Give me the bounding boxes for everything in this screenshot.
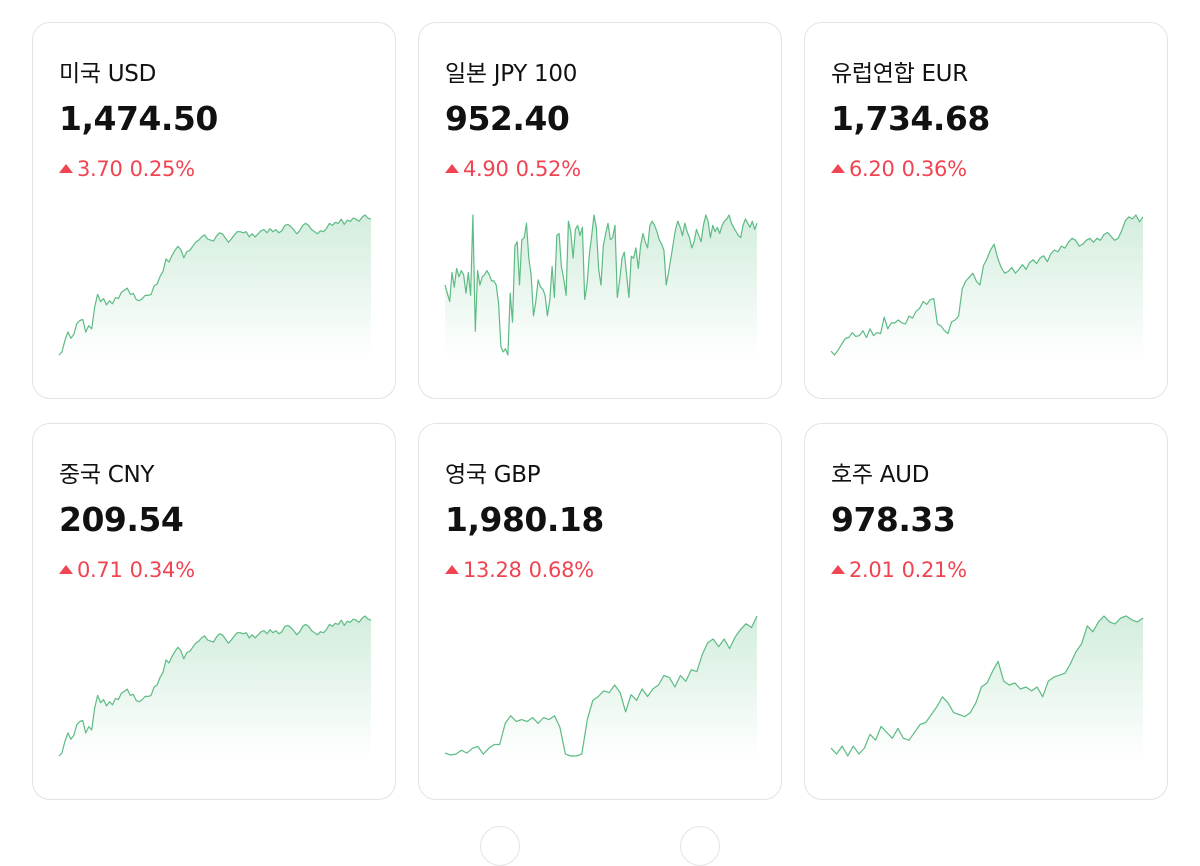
sparkline-area [59,215,371,359]
exchange-card-usd[interactable]: 미국 USD 1,474.50 3.70 0.25% [32,22,396,399]
exchange-rate: 1,734.68 [831,99,990,138]
sparkline-line [444,615,758,757]
triangle-up-icon [831,565,845,574]
change-amount: 2.01 [849,558,895,582]
exchange-rate-grid: 미국 USD 1,474.50 3.70 0.25% 일본 JPY 100 95… [32,22,1168,800]
triangle-up-icon [445,164,459,173]
currency-name: 미국 USD [59,61,156,87]
page-next-button[interactable] [680,826,720,866]
change-percent: 0.34% [129,558,196,582]
sparkline-chart [444,615,758,760]
triangle-up-icon [445,565,459,574]
sparkline-area [831,616,1143,760]
change-percent: 0.25% [129,157,196,181]
sparkline-area [59,616,371,760]
currency-name: 호주 AUD [831,462,930,488]
sparkline-line [830,615,1144,757]
change-percent: 0.36% [901,157,968,181]
sparkline-line [830,214,1144,356]
change-percent: 0.21% [901,558,968,582]
rate-change: 3.70 0.25% [59,157,195,181]
sparkline-line [58,615,372,757]
sparkline-chart [58,615,372,760]
sparkline-area [831,215,1143,359]
change-amount: 0.71 [77,558,123,582]
exchange-rate: 1,980.18 [445,500,604,539]
change-percent: 0.68% [528,558,595,582]
exchange-card-eur[interactable]: 유럽연합 EUR 1,734.68 6.20 0.36% [804,22,1168,399]
currency-name: 영국 GBP [445,462,541,488]
sparkline-chart [830,615,1144,760]
exchange-rate: 978.33 [831,500,956,539]
change-percent: 0.52% [515,157,582,181]
sparkline-chart [830,214,1144,359]
sparkline-area [445,215,757,359]
rate-change: 0.71 0.34% [59,558,195,582]
rate-change: 13.28 0.68% [445,558,594,582]
exchange-card-gbp[interactable]: 영국 GBP 1,980.18 13.28 0.68% [418,423,782,800]
sparkline-line [444,214,758,356]
exchange-rate: 952.40 [445,99,570,138]
triangle-up-icon [831,164,845,173]
rate-change: 6.20 0.36% [831,157,967,181]
exchange-card-jpy[interactable]: 일본 JPY 100 952.40 4.90 0.52% [418,22,782,399]
change-amount: 6.20 [849,157,895,181]
change-amount: 13.28 [463,558,522,582]
triangle-up-icon [59,164,73,173]
page-prev-button[interactable] [480,826,520,866]
triangle-up-icon [59,565,73,574]
pagination [0,826,1200,866]
currency-name: 일본 JPY 100 [445,61,578,87]
exchange-rate: 1,474.50 [59,99,218,138]
sparkline-line [58,214,372,356]
sparkline-chart [58,214,372,359]
rate-change: 4.90 0.52% [445,157,581,181]
sparkline-chart [444,214,758,359]
exchange-card-aud[interactable]: 호주 AUD 978.33 2.01 0.21% [804,423,1168,800]
currency-name: 유럽연합 EUR [831,61,968,87]
sparkline-area [445,616,757,760]
change-amount: 3.70 [77,157,123,181]
rate-change: 2.01 0.21% [831,558,967,582]
exchange-card-cny[interactable]: 중국 CNY 209.54 0.71 0.34% [32,423,396,800]
currency-name: 중국 CNY [59,462,155,488]
change-amount: 4.90 [463,157,509,181]
exchange-rate: 209.54 [59,500,184,539]
